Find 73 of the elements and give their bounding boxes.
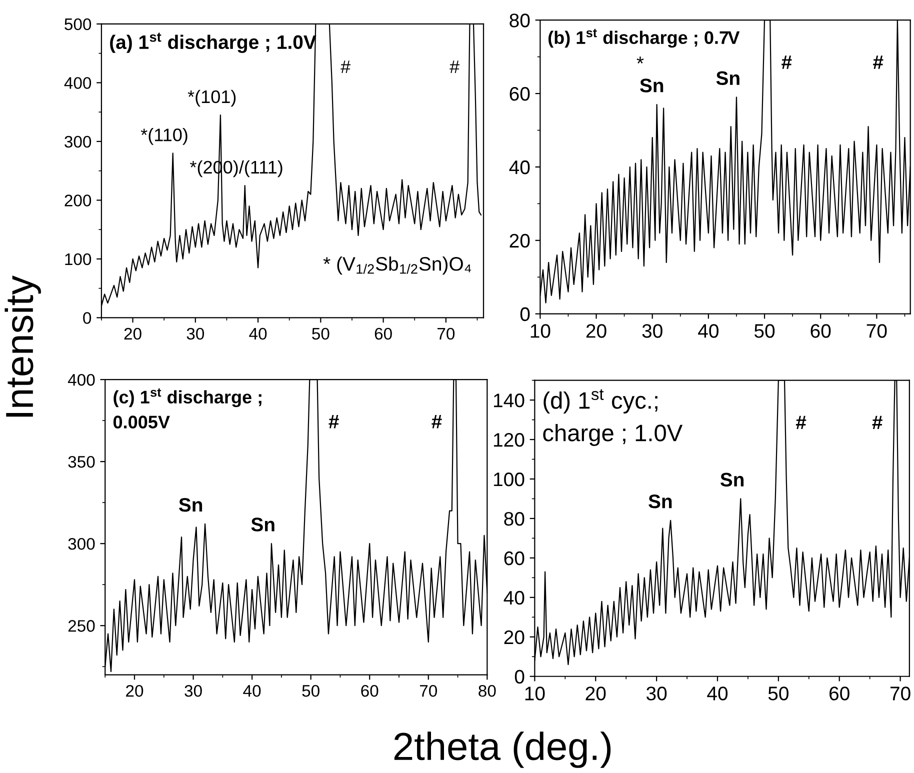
annotation: *: [636, 56, 644, 64]
x-tick-label: 60: [361, 684, 378, 697]
y-tick-label: 400: [64, 77, 92, 89]
x-tick-label: 80: [478, 684, 496, 697]
annotation: Sn: [716, 71, 740, 86]
y-tick-label: 100: [65, 253, 92, 266]
y-tick-label: 200: [64, 194, 92, 206]
annotation: #: [432, 415, 442, 428]
annotation: #: [873, 56, 884, 69]
y-tick-label: 120: [494, 432, 524, 447]
x-tick-label: 70: [890, 686, 910, 700]
text: (c) 1$^{st}$ discharge ; 0.005V: [113, 388, 262, 428]
y-tick-label: 350: [68, 456, 95, 468]
y-tick-label: 100: [494, 472, 524, 486]
x-tick-label: 10: [525, 686, 545, 700]
x-tick-label: 20: [586, 324, 606, 338]
y-tick-label: 60: [504, 551, 524, 566]
annotation: *(101): [188, 90, 236, 107]
x-tick-label: 10: [530, 324, 550, 338]
y-tick-label: 40: [504, 590, 524, 605]
y-tick-label: 20: [510, 234, 530, 248]
text: (b) 1$^{st}$ discharge ; 0.7V: [548, 28, 740, 48]
y-axis-title: Intensity: [4, 276, 41, 417]
y-tick-label: 300: [68, 538, 95, 550]
y-tick-label: 140: [494, 394, 524, 408]
y-tick-label: 80: [510, 14, 530, 28]
annotation: #: [872, 416, 882, 430]
x-tick-label: 20: [124, 328, 142, 340]
y-tick-label: 300: [64, 136, 92, 148]
text: (d) 1$^{st}$ cyc.; charge ; 1.0V: [543, 389, 683, 446]
y-tick-label: 250: [68, 620, 95, 632]
x-tick-label: 70: [420, 684, 438, 697]
x-tick-label: 20: [126, 684, 144, 697]
x-tick-label: 20: [586, 686, 606, 700]
annotation: #: [328, 415, 339, 428]
y-tick-label: 0: [520, 307, 530, 322]
annotation: #: [796, 416, 806, 430]
annotation: * (V$_{1/2}$Sb$_{1/2}$Sn)O₄: [323, 256, 472, 275]
annotation: Sn: [640, 78, 664, 92]
x-axis-title: 2theta (deg.): [394, 732, 611, 768]
x-tick-label: 30: [184, 684, 202, 697]
y-tick-label: 0: [83, 312, 92, 324]
y-tick-label: 60: [510, 87, 530, 101]
y-tick-label: 500: [64, 18, 92, 30]
x-tick-label: 70: [438, 328, 455, 340]
y-tick-label: 20: [504, 630, 524, 644]
x-tick-label: 40: [698, 324, 718, 338]
x-tick-label: 40: [707, 686, 728, 700]
annotation: Sn: [720, 472, 744, 487]
annotation: #: [450, 60, 460, 73]
y-tick-label: 80: [504, 512, 524, 526]
annotation: Sn: [648, 494, 672, 508]
y-tick-label: 400: [68, 374, 95, 386]
x-tick-label: 50: [312, 328, 330, 340]
x-tick-label: 60: [374, 328, 392, 340]
x-tick-label: 50: [768, 686, 788, 700]
x-tick-label: 40: [243, 684, 261, 697]
x-tick-label: 70: [866, 324, 887, 338]
y-tick-label: 40: [509, 160, 530, 174]
annotation: Sn: [251, 518, 274, 532]
x-tick-label: 30: [642, 324, 662, 338]
x-tick-label: 30: [646, 686, 667, 700]
x-tick-label: 40: [249, 328, 267, 340]
x-tick-label: 60: [830, 686, 850, 700]
x-tick-label: 50: [754, 324, 775, 338]
y-tick-label: 0: [514, 670, 524, 684]
annotation: #: [340, 60, 350, 73]
annotation: *(110): [140, 128, 188, 145]
annotation: #: [782, 56, 792, 69]
x-tick-label: 60: [810, 324, 831, 338]
annotation: Sn: [178, 498, 202, 512]
x-tick-label: 50: [302, 684, 320, 697]
x-tick-label: 30: [186, 328, 204, 340]
